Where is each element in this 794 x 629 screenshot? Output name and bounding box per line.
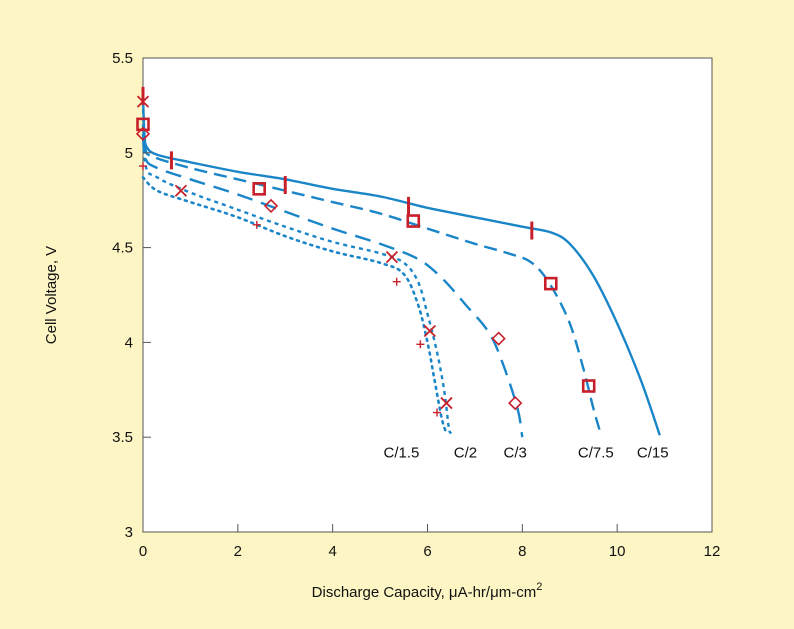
marker-diamond-c-3 xyxy=(491,331,506,346)
y-tick-label: 5.5 xyxy=(112,50,133,67)
marker-plus-c-1-5 xyxy=(432,408,441,417)
x-tick-label: 2 xyxy=(234,543,242,560)
marker-square-c-7-5 xyxy=(252,182,266,196)
x-tick-label: 8 xyxy=(518,543,526,560)
series-line-c-1-5 xyxy=(141,176,448,435)
marker-plus-c-1-5 xyxy=(416,340,425,349)
marker-square-c-7-5 xyxy=(406,214,421,228)
marker-square-c-7-5 xyxy=(136,117,150,132)
x-axis-title: Discharge Capacity, μA-hr/μm-cm2 xyxy=(312,581,543,601)
marker-square-c-7-5 xyxy=(543,276,558,291)
x-axis-title-text: Discharge Capacity, μA-hr/μm-cm xyxy=(312,584,537,601)
x-tick-label: 0 xyxy=(139,543,147,560)
series-layer xyxy=(141,95,661,438)
series-line-c-2 xyxy=(141,101,453,435)
marker-x-c-2 xyxy=(385,250,399,264)
axes-layer: 0 2 4 6 8 10 12 3 3.5 4 4.5 5 5.5 xyxy=(112,50,720,560)
curve-label: C/15 xyxy=(637,444,669,461)
marker-diamond-c-3 xyxy=(508,395,523,411)
y-tick-label: 3 xyxy=(125,524,133,541)
y-axis-title: Cell Voltage, V xyxy=(43,246,60,344)
x-axis-title-superscript: 2 xyxy=(536,581,542,593)
marker-x-c-2 xyxy=(174,184,188,197)
y-tick-label: 4.5 xyxy=(112,240,133,257)
marker-x-c-2 xyxy=(136,95,150,108)
x-tick-label: 10 xyxy=(609,543,626,560)
curve-label: C/2 xyxy=(454,444,477,461)
curve-label: C/7.5 xyxy=(578,444,614,461)
series-line-c-15 xyxy=(141,95,661,436)
series-line-c-7-5 xyxy=(141,124,602,434)
marker-diamond-c-3 xyxy=(135,126,151,141)
marker-plus-c-1-5 xyxy=(392,277,401,286)
plot-area xyxy=(142,57,713,533)
x-tick-label: 6 xyxy=(423,543,431,560)
curve-label: C/1.5 xyxy=(383,444,419,461)
labels-layer: C/1.5 C/2 C/3 C/7.5 C/15 xyxy=(383,444,668,461)
marker-square-c-7-5 xyxy=(581,379,596,393)
marker-x-c-2 xyxy=(440,396,453,410)
marker-plus-c-1-5 xyxy=(252,220,261,229)
marker-plus-c-1-5 xyxy=(139,162,147,171)
y-tick-label: 3.5 xyxy=(112,429,133,446)
x-tick-label: 12 xyxy=(704,543,721,560)
marker-diamond-c-3 xyxy=(263,198,279,214)
y-tick-label: 5 xyxy=(125,145,133,162)
series-line-c-3 xyxy=(141,133,524,438)
x-tick-label: 4 xyxy=(328,543,336,560)
y-tick-label: 4 xyxy=(125,334,133,351)
curve-label: C/3 xyxy=(504,444,527,461)
marker-layer xyxy=(135,86,596,417)
marker-x-c-2 xyxy=(423,324,437,338)
